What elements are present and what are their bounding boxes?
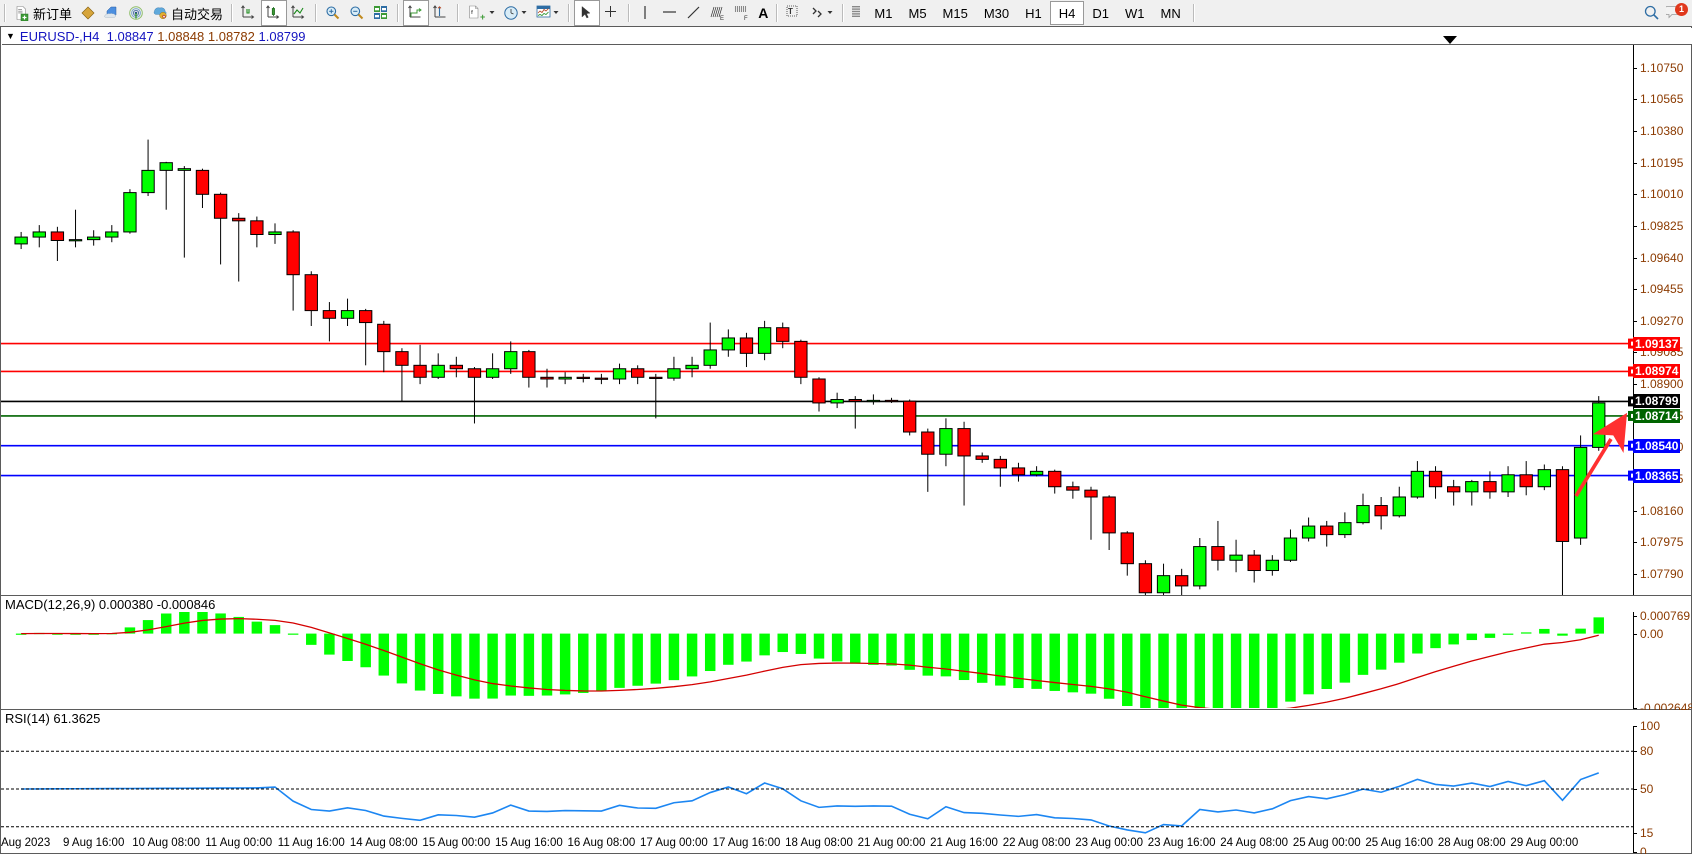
svg-text:T: T bbox=[788, 7, 793, 16]
svg-text:E: E bbox=[720, 16, 724, 21]
svg-text:f: f bbox=[471, 10, 473, 16]
svg-text:F: F bbox=[744, 16, 748, 21]
